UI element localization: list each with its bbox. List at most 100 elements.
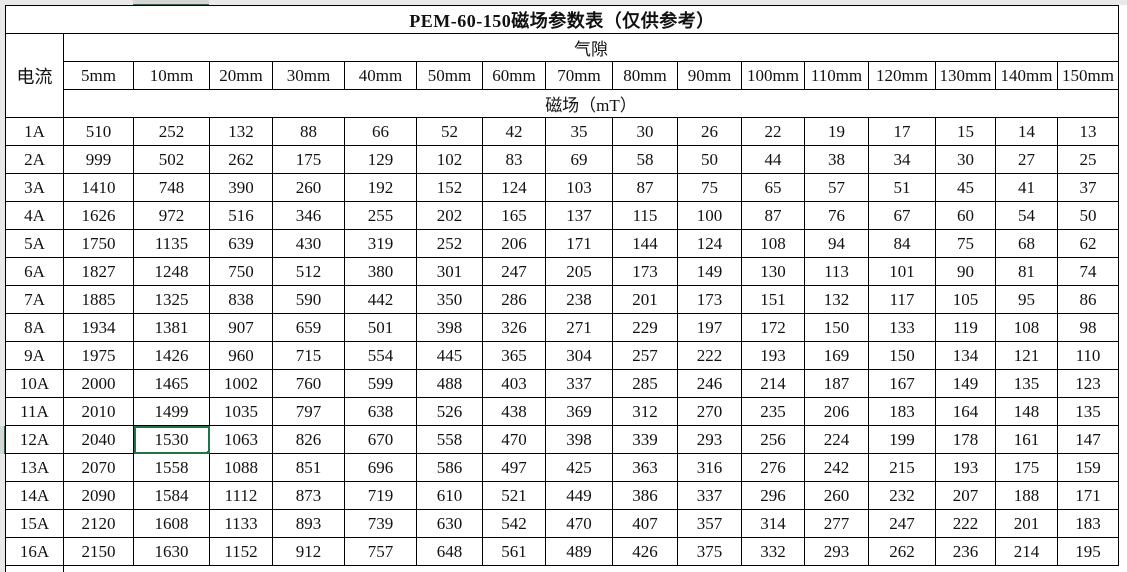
field-value-cell[interactable]: 94 — [804, 229, 869, 258]
field-value-cell[interactable]: 67 — [868, 201, 936, 230]
field-value-cell[interactable]: 100 — [677, 201, 742, 230]
field-value-cell[interactable]: 108 — [995, 313, 1058, 342]
field-value-cell[interactable]: 255 — [344, 201, 417, 230]
field-value-cell[interactable]: 826 — [272, 425, 345, 454]
field-value-cell[interactable]: 851 — [272, 453, 345, 482]
current-cell[interactable]: 15A — [5, 509, 64, 538]
gap-column-header[interactable]: 40mm — [344, 61, 417, 90]
field-value-cell[interactable]: 171 — [545, 229, 613, 258]
field-value-cell[interactable]: 206 — [804, 397, 869, 426]
field-value-cell[interactable]: 586 — [416, 453, 483, 482]
field-value-cell[interactable]: 407 — [612, 509, 678, 538]
field-value-cell[interactable]: 27 — [995, 145, 1058, 174]
field-value-cell[interactable]: 425 — [545, 453, 613, 482]
field-value-cell[interactable]: 630 — [416, 509, 483, 538]
field-value-cell[interactable]: 129 — [344, 145, 417, 174]
field-value-cell[interactable]: 445 — [416, 341, 483, 370]
field-value-cell[interactable]: 44 — [741, 145, 805, 174]
field-value-cell[interactable]: 201 — [995, 509, 1058, 538]
field-value-cell[interactable]: 87 — [612, 173, 678, 202]
field-value-cell[interactable]: 135 — [995, 369, 1058, 398]
gap-column-header[interactable]: 80mm — [612, 61, 678, 90]
field-value-cell[interactable]: 312 — [612, 397, 678, 426]
field-value-cell[interactable]: 76 — [804, 201, 869, 230]
field-value-cell[interactable]: 554 — [344, 341, 417, 370]
current-cell[interactable]: 4A — [5, 201, 64, 230]
field-value-cell[interactable]: 193 — [741, 341, 805, 370]
field-value-cell[interactable]: 293 — [677, 425, 742, 454]
field-value-cell[interactable]: 1934 — [63, 313, 134, 342]
current-cell[interactable]: 8A — [5, 313, 64, 342]
field-value-cell[interactable]: 386 — [612, 481, 678, 510]
field-value-cell[interactable]: 590 — [272, 285, 345, 314]
field-value-cell[interactable]: 365 — [482, 341, 546, 370]
field-value-cell[interactable]: 51 — [868, 173, 936, 202]
field-value-cell[interactable]: 188 — [995, 481, 1058, 510]
field-value-cell[interactable]: 286 — [482, 285, 546, 314]
field-value-cell[interactable]: 262 — [209, 145, 273, 174]
field-value-cell[interactable]: 144 — [612, 229, 678, 258]
field-value-cell[interactable]: 960 — [209, 341, 273, 370]
field-value-cell[interactable]: 757 — [344, 537, 417, 566]
gap-column-header[interactable]: 100mm — [741, 61, 805, 90]
field-value-cell[interactable]: 1584 — [133, 481, 210, 510]
field-value-cell[interactable]: 50 — [677, 145, 742, 174]
field-value-cell[interactable]: 69 — [545, 145, 613, 174]
field-value-cell[interactable]: 2040 — [63, 425, 134, 454]
field-value-cell[interactable]: 101 — [868, 257, 936, 286]
field-value-cell[interactable]: 187 — [804, 369, 869, 398]
field-value-cell[interactable]: 119 — [935, 313, 996, 342]
field-value-cell[interactable]: 1426 — [133, 341, 210, 370]
field-value-cell[interactable]: 2070 — [63, 453, 134, 482]
field-value-cell[interactable]: 893 — [272, 509, 345, 538]
field-value-cell[interactable]: 337 — [545, 369, 613, 398]
current-cell[interactable]: 6A — [5, 257, 64, 286]
field-value-cell[interactable]: 84 — [868, 229, 936, 258]
field-value-cell[interactable]: 195 — [1057, 537, 1119, 566]
field-value-cell[interactable]: 648 — [416, 537, 483, 566]
gap-column-header[interactable]: 150mm — [1057, 61, 1119, 90]
field-value-cell[interactable]: 838 — [209, 285, 273, 314]
field-value-cell[interactable]: 2120 — [63, 509, 134, 538]
field-value-cell[interactable]: 165 — [482, 201, 546, 230]
field-value-cell[interactable]: 337 — [677, 481, 742, 510]
field-value-cell[interactable]: 246 — [677, 369, 742, 398]
field-value-cell[interactable]: 42 — [482, 117, 546, 146]
gap-column-header[interactable]: 130mm — [935, 61, 996, 90]
field-value-cell[interactable]: 438 — [482, 397, 546, 426]
field-value-cell[interactable]: 95 — [995, 285, 1058, 314]
field-value-cell[interactable]: 760 — [272, 369, 345, 398]
field-value-cell[interactable]: 124 — [677, 229, 742, 258]
field-value-cell[interactable]: 17 — [868, 117, 936, 146]
field-value-cell[interactable]: 222 — [677, 341, 742, 370]
field-value-cell[interactable]: 41 — [995, 173, 1058, 202]
field-value-cell[interactable]: 558 — [416, 425, 483, 454]
field-value-cell[interactable]: 304 — [545, 341, 613, 370]
field-value-cell[interactable]: 521 — [482, 481, 546, 510]
current-cell[interactable]: 1A — [5, 117, 64, 146]
field-value-cell[interactable]: 197 — [677, 313, 742, 342]
current-cell[interactable]: 7A — [5, 285, 64, 314]
gap-column-header[interactable]: 90mm — [677, 61, 742, 90]
selected-cell[interactable]: 1530 — [133, 425, 210, 454]
field-value-cell[interactable]: 171 — [1057, 481, 1119, 510]
field-value-cell[interactable]: 1063 — [209, 425, 273, 454]
gap-column-header[interactable]: 60mm — [482, 61, 546, 90]
field-value-cell[interactable]: 262 — [868, 537, 936, 566]
field-value-cell[interactable]: 1381 — [133, 313, 210, 342]
field-value-cell[interactable]: 135 — [1057, 397, 1119, 426]
field-value-cell[interactable]: 912 — [272, 537, 345, 566]
gap-column-header[interactable]: 140mm — [995, 61, 1058, 90]
field-value-cell[interactable]: 403 — [482, 369, 546, 398]
field-value-cell[interactable]: 98 — [1057, 313, 1119, 342]
field-value-cell[interactable]: 489 — [545, 537, 613, 566]
field-value-cell[interactable]: 87 — [741, 201, 805, 230]
field-value-cell[interactable]: 1465 — [133, 369, 210, 398]
current-cell[interactable]: 12A — [5, 425, 64, 454]
field-value-cell[interactable]: 199 — [868, 425, 936, 454]
field-value-cell[interactable]: 26 — [677, 117, 742, 146]
field-value-cell[interactable]: 137 — [545, 201, 613, 230]
field-value-cell[interactable]: 271 — [545, 313, 613, 342]
current-cell[interactable]: 16A — [5, 537, 64, 566]
field-value-cell[interactable]: 74 — [1057, 257, 1119, 286]
